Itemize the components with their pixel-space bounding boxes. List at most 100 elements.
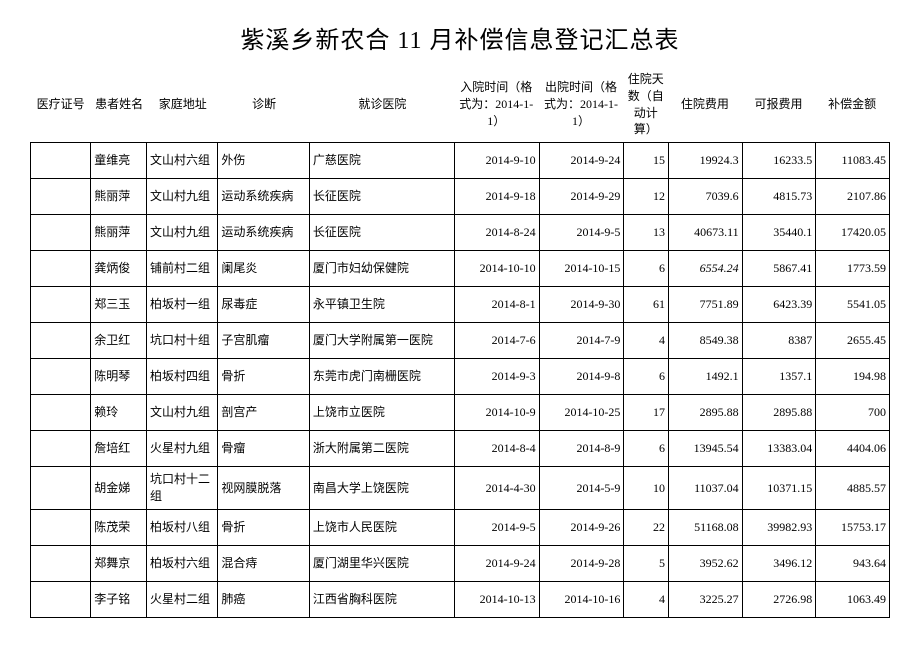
cell: 阑尾炎 bbox=[218, 251, 309, 287]
cell: 2014-9-24 bbox=[539, 143, 624, 179]
cell: 11083.45 bbox=[816, 143, 890, 179]
cell: 6 bbox=[624, 359, 669, 395]
cell: 郑舞京 bbox=[91, 545, 147, 581]
col-header-cost: 住院费用 bbox=[669, 67, 743, 143]
cell: 4404.06 bbox=[816, 431, 890, 467]
cell: 943.64 bbox=[816, 545, 890, 581]
cell: 浙大附属第二医院 bbox=[309, 431, 454, 467]
cell: 2014-10-25 bbox=[539, 395, 624, 431]
cell: 文山村九组 bbox=[147, 179, 218, 215]
cell: 子宫肌瘤 bbox=[218, 323, 309, 359]
cell bbox=[31, 545, 91, 581]
cell: 10371.15 bbox=[742, 467, 816, 510]
cell: 2014-8-1 bbox=[454, 287, 539, 323]
cell: 骨折 bbox=[218, 359, 309, 395]
cell: 15 bbox=[624, 143, 669, 179]
cell: 2014-7-9 bbox=[539, 323, 624, 359]
cell: 赖玲 bbox=[91, 395, 147, 431]
cell: 上饶市人民医院 bbox=[309, 509, 454, 545]
cell: 1773.59 bbox=[816, 251, 890, 287]
cell bbox=[31, 509, 91, 545]
cell: 11037.04 bbox=[669, 467, 743, 510]
cell: 7039.6 bbox=[669, 179, 743, 215]
cell: 熊丽萍 bbox=[91, 215, 147, 251]
table-row: 童维亮文山村六组外伤广慈医院2014-9-102014-9-241519924.… bbox=[31, 143, 890, 179]
col-header-address: 家庭地址 bbox=[147, 67, 218, 143]
cell: 1063.49 bbox=[816, 581, 890, 617]
cell: 柏坂村一组 bbox=[147, 287, 218, 323]
cell: 长征医院 bbox=[309, 179, 454, 215]
col-header-id: 医疗证号 bbox=[31, 67, 91, 143]
cell bbox=[31, 251, 91, 287]
table-row: 熊丽萍文山村九组运动系统疾病长征医院2014-8-242014-9-513406… bbox=[31, 215, 890, 251]
cell: 詹培红 bbox=[91, 431, 147, 467]
cell: 肺癌 bbox=[218, 581, 309, 617]
col-header-admit: 入院时间（格式为：2014-1-1） bbox=[454, 67, 539, 143]
cell: 东莞市虎门南栅医院 bbox=[309, 359, 454, 395]
cell: 陈茂荣 bbox=[91, 509, 147, 545]
cell bbox=[31, 431, 91, 467]
table-row: 赖玲文山村九组剖宫产上饶市立医院2014-10-92014-10-2517289… bbox=[31, 395, 890, 431]
cell: 火星村二组 bbox=[147, 581, 218, 617]
cell: 李子铭 bbox=[91, 581, 147, 617]
cell bbox=[31, 359, 91, 395]
cell: 2014-9-18 bbox=[454, 179, 539, 215]
cell: 童维亮 bbox=[91, 143, 147, 179]
table-row: 郑三玉柏坂村一组尿毒症永平镇卫生院2014-8-12014-9-30617751… bbox=[31, 287, 890, 323]
cell: 2014-8-4 bbox=[454, 431, 539, 467]
cell: 61 bbox=[624, 287, 669, 323]
cell: 尿毒症 bbox=[218, 287, 309, 323]
cell bbox=[31, 395, 91, 431]
cell: 13945.54 bbox=[669, 431, 743, 467]
cell: 13 bbox=[624, 215, 669, 251]
col-header-hospital: 就诊医院 bbox=[309, 67, 454, 143]
cell: 5 bbox=[624, 545, 669, 581]
cell: 3496.12 bbox=[742, 545, 816, 581]
table-row: 詹培红火星村九组骨瘤浙大附属第二医院2014-8-42014-8-9613945… bbox=[31, 431, 890, 467]
cell: 2655.45 bbox=[816, 323, 890, 359]
cell: 700 bbox=[816, 395, 890, 431]
table-row: 龚炳俊铺前村二组阑尾炎厦门市妇幼保健院2014-10-102014-10-156… bbox=[31, 251, 890, 287]
cell: 4815.73 bbox=[742, 179, 816, 215]
cell: 6 bbox=[624, 431, 669, 467]
cell: 混合痔 bbox=[218, 545, 309, 581]
cell: 2014-10-13 bbox=[454, 581, 539, 617]
cell bbox=[31, 143, 91, 179]
cell: 运动系统疾病 bbox=[218, 215, 309, 251]
cell: 2014-7-6 bbox=[454, 323, 539, 359]
cell: 骨折 bbox=[218, 509, 309, 545]
cell: 2014-10-15 bbox=[539, 251, 624, 287]
table-body: 童维亮文山村六组外伤广慈医院2014-9-102014-9-241519924.… bbox=[31, 143, 890, 618]
cell bbox=[31, 287, 91, 323]
table-row: 李子铭火星村二组肺癌江西省胸科医院2014-10-132014-10-16432… bbox=[31, 581, 890, 617]
cell: 余卫红 bbox=[91, 323, 147, 359]
cell: 2014-10-10 bbox=[454, 251, 539, 287]
cell: 剖宫产 bbox=[218, 395, 309, 431]
cell: 12 bbox=[624, 179, 669, 215]
cell: 文山村九组 bbox=[147, 395, 218, 431]
cell: 上饶市立医院 bbox=[309, 395, 454, 431]
cell: 厦门湖里华兴医院 bbox=[309, 545, 454, 581]
cell: 铺前村二组 bbox=[147, 251, 218, 287]
col-header-compensation: 补偿金额 bbox=[816, 67, 890, 143]
table-row: 陈明琴柏坂村四组骨折东莞市虎门南栅医院2014-9-32014-9-861492… bbox=[31, 359, 890, 395]
cell: 2014-9-24 bbox=[454, 545, 539, 581]
cell: 长征医院 bbox=[309, 215, 454, 251]
cell: 1492.1 bbox=[669, 359, 743, 395]
cell: 39982.93 bbox=[742, 509, 816, 545]
cell: 8549.38 bbox=[669, 323, 743, 359]
cell: 6 bbox=[624, 251, 669, 287]
cell: 5541.05 bbox=[816, 287, 890, 323]
cell: 厦门市妇幼保健院 bbox=[309, 251, 454, 287]
cell: 15753.17 bbox=[816, 509, 890, 545]
cell: 10 bbox=[624, 467, 669, 510]
cell: 2107.86 bbox=[816, 179, 890, 215]
cell: 7751.89 bbox=[669, 287, 743, 323]
cell: 柏坂村四组 bbox=[147, 359, 218, 395]
col-header-diagnosis: 诊断 bbox=[218, 67, 309, 143]
cell: 35440.1 bbox=[742, 215, 816, 251]
cell: 2895.88 bbox=[742, 395, 816, 431]
cell: 视网膜脱落 bbox=[218, 467, 309, 510]
cell: 2014-9-28 bbox=[539, 545, 624, 581]
cell: 胡金娣 bbox=[91, 467, 147, 510]
